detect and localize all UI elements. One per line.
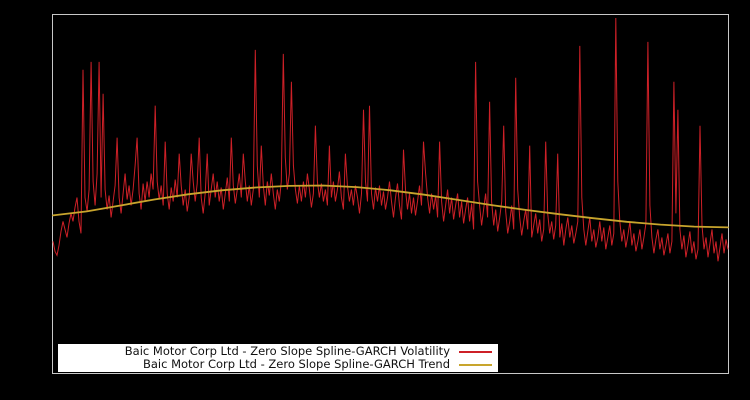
- legend-label-trend: Baic Motor Corp Ltd - Zero Slope Spline-…: [142, 357, 450, 371]
- y-axis: 0%10%20%30%40%50%60%70%80%90%: [0, 0, 52, 400]
- legend: Baic Motor Corp Ltd - Zero Slope Spline-…: [58, 344, 498, 372]
- plot-border: [52, 14, 729, 374]
- legend-line-sample-volatility: [459, 350, 492, 353]
- legend-row-volatility: Baic Motor Corp Ltd - Zero Slope Spline-…: [58, 345, 498, 358]
- legend-row-trend: Baic Motor Corp Ltd - Zero Slope Spline-…: [58, 358, 498, 371]
- trend-series-line: [52, 184, 729, 229]
- legend-line-sample-trend: [459, 363, 492, 366]
- volatility-series-line: [52, 17, 729, 262]
- legend-label-volatility: Baic Motor Corp Ltd - Zero Slope Spline-…: [124, 344, 450, 358]
